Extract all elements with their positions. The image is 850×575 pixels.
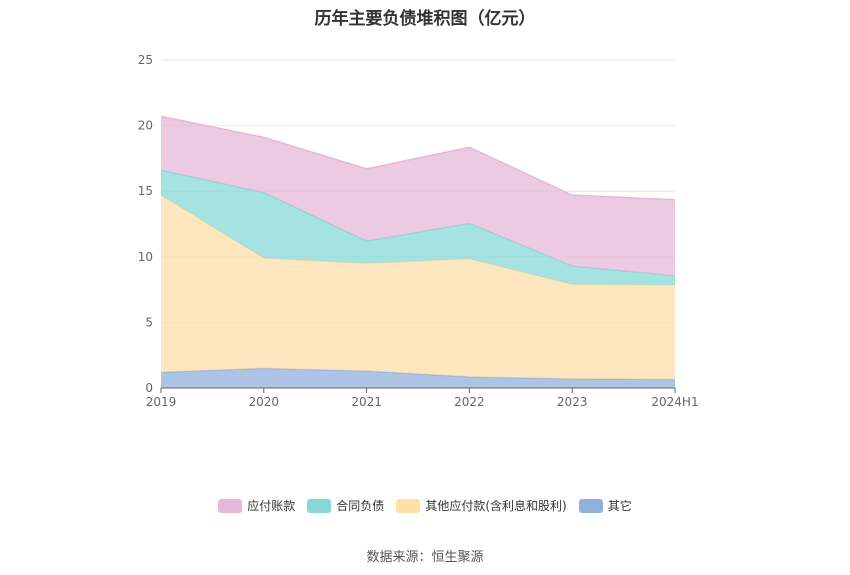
x-tick-label: 2019: [146, 395, 177, 409]
legend-label: 其它: [607, 499, 632, 513]
area-series-line-3: [160, 115, 676, 201]
x-tick-label: 2020: [249, 395, 280, 409]
legend-item[interactable]: 合同负债: [307, 497, 384, 514]
legend-label: 应付账款: [247, 499, 296, 513]
y-tick-label: 5: [145, 315, 153, 329]
legend-swatch: [396, 498, 421, 513]
legend-swatch: [218, 498, 243, 513]
chart-title: 历年主要负债堆积图（亿元）: [314, 9, 536, 29]
area-series-2: [161, 170, 675, 286]
y-tick-label: 15: [138, 184, 153, 198]
area-series-1: [161, 195, 675, 380]
y-tick-label: 25: [138, 53, 153, 67]
legend-item[interactable]: 其它: [578, 497, 632, 514]
chart-legend: 应付账款 合同负债 其他应付款(含利息和股利) 其它: [0, 497, 850, 514]
legend-label: 合同负债: [336, 499, 385, 513]
x-tick-label: 2023: [557, 395, 588, 409]
y-tick-label: 0: [145, 381, 153, 395]
data-source-note: 数据来源：恒生聚源: [366, 550, 484, 565]
legend-swatch: [578, 498, 603, 513]
area-series-3: [161, 116, 675, 276]
y-tick-label: 10: [138, 250, 153, 264]
area-series-0: [161, 368, 675, 388]
legend-swatch: [307, 498, 332, 513]
x-tick-label: 2022: [454, 395, 485, 409]
legend-item[interactable]: 其他应付款(含利息和股利): [396, 497, 567, 514]
legend-label: 其他应付款(含利息和股利): [425, 499, 567, 513]
x-tick-label: 2024H1: [651, 395, 698, 409]
legend-item[interactable]: 应付账款: [218, 497, 295, 514]
x-tick-label: 2021: [351, 395, 382, 409]
y-tick-label: 20: [138, 119, 153, 133]
